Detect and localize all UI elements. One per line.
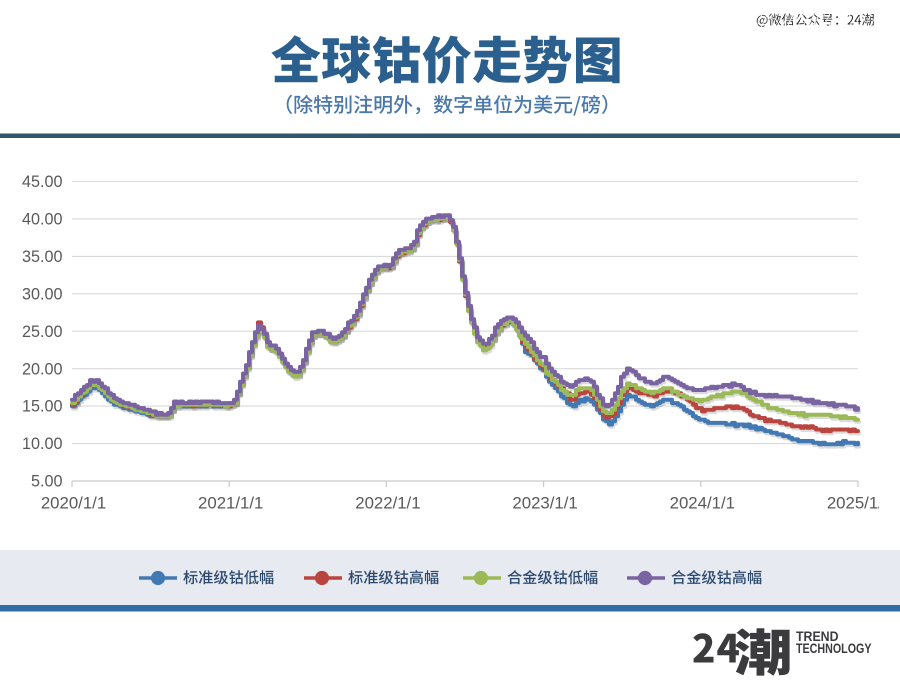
svg-text:2020/1/1: 2020/1/1 xyxy=(41,494,106,513)
svg-text:40.00: 40.00 xyxy=(22,211,63,229)
svg-text:2025/1/1: 2025/1/1 xyxy=(827,494,892,513)
svg-text:2022/1/1: 2022/1/1 xyxy=(355,494,420,513)
svg-text:45.00: 45.00 xyxy=(22,173,63,191)
svg-text:10.00: 10.00 xyxy=(22,435,63,453)
svg-text:30.00: 30.00 xyxy=(22,285,63,303)
svg-text:15.00: 15.00 xyxy=(22,398,63,416)
svg-text:25.00: 25.00 xyxy=(22,323,63,341)
svg-text:2021/1/1: 2021/1/1 xyxy=(198,494,263,513)
svg-text:20.00: 20.00 xyxy=(22,360,63,378)
svg-text:TECHNOLOGY: TECHNOLOGY xyxy=(796,641,872,656)
svg-text:35.00: 35.00 xyxy=(22,248,63,266)
svg-text:5.00: 5.00 xyxy=(31,473,63,491)
svg-text:TREND: TREND xyxy=(796,629,839,644)
svg-text:2024/1/1: 2024/1/1 xyxy=(670,494,735,513)
svg-text:2023/1/1: 2023/1/1 xyxy=(512,494,577,513)
